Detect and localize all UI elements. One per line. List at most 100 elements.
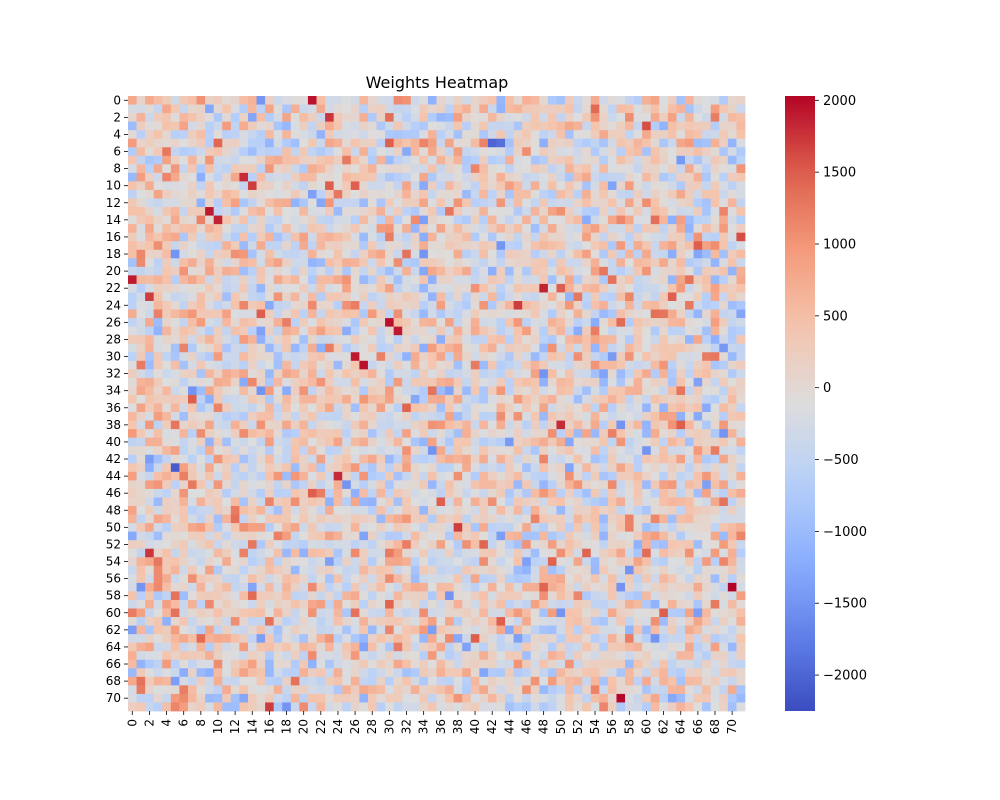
heatmap-cell <box>505 275 515 285</box>
heatmap-cell <box>222 181 232 191</box>
heatmap-cell <box>736 377 746 387</box>
heatmap-cell <box>565 96 575 105</box>
heatmap-cell <box>290 138 300 148</box>
heatmap-cell <box>282 326 292 336</box>
heatmap-cell <box>556 292 566 302</box>
heatmap-cell <box>556 548 566 558</box>
heatmap-cell <box>247 164 257 174</box>
heatmap-cell <box>205 514 215 524</box>
heatmap-cell <box>128 599 137 609</box>
heatmap-cell <box>282 625 292 635</box>
heatmap-cell <box>599 651 609 661</box>
heatmap-cell <box>222 488 232 498</box>
heatmap-cell <box>710 617 720 626</box>
heatmap-cell <box>222 429 232 439</box>
heatmap-cell <box>179 651 189 661</box>
heatmap-cell <box>367 113 377 123</box>
heatmap-cell <box>702 617 712 626</box>
heatmap-cell <box>136 514 146 524</box>
heatmap-cell <box>187 488 197 498</box>
heatmap-cell <box>299 121 309 131</box>
heatmap-cell <box>273 301 283 310</box>
heatmap-cell <box>633 181 643 191</box>
heatmap-cell <box>676 497 686 507</box>
heatmap-cell <box>556 480 566 490</box>
heatmap-cell <box>256 420 266 430</box>
heatmap-cell <box>513 224 523 234</box>
heatmap-cell <box>128 189 137 199</box>
heatmap-cell <box>667 394 677 404</box>
heatmap-cell <box>282 343 292 353</box>
heatmap-cell <box>547 138 557 148</box>
heatmap-cell <box>385 480 395 490</box>
heatmap-cell <box>462 275 472 285</box>
heatmap-cell <box>727 531 737 541</box>
heatmap-cell <box>282 275 292 285</box>
heatmap-cell <box>487 386 497 396</box>
heatmap-cell <box>128 506 137 515</box>
heatmap-cell <box>247 531 257 541</box>
heatmap-cell <box>556 318 566 328</box>
heatmap-cell <box>676 668 686 678</box>
heatmap-cell <box>316 386 326 396</box>
heatmap-cell <box>196 138 206 148</box>
heatmap-cell <box>676 463 686 473</box>
heatmap-cell <box>247 232 257 242</box>
heatmap-cell <box>179 454 189 464</box>
heatmap-cell <box>307 318 317 328</box>
heatmap-cell <box>479 634 489 644</box>
heatmap-cell <box>333 121 343 131</box>
heatmap-cell <box>736 326 746 336</box>
heatmap-cell <box>642 565 652 575</box>
heatmap-cell <box>256 582 266 592</box>
heatmap-cell <box>505 668 515 678</box>
heatmap-cell <box>342 548 352 558</box>
heatmap-cell <box>393 676 403 686</box>
heatmap-cell <box>736 207 746 216</box>
heatmap-cell <box>290 642 300 652</box>
heatmap-cell <box>350 548 360 558</box>
heatmap-cell <box>539 676 549 686</box>
heatmap-cell <box>702 599 712 609</box>
heatmap-cell <box>290 172 300 182</box>
heatmap-cell <box>547 651 557 661</box>
heatmap-cell <box>702 608 712 618</box>
heatmap-cell <box>685 215 694 225</box>
heatmap-cell <box>505 352 515 362</box>
heatmap-cell <box>359 574 369 584</box>
heatmap-cell <box>736 506 746 515</box>
heatmap-cell <box>145 232 155 242</box>
heatmap-cell <box>230 275 240 285</box>
heatmap-cell <box>145 172 155 182</box>
heatmap-cell <box>385 198 395 208</box>
heatmap-cell <box>539 480 549 490</box>
heatmap-cell <box>633 386 643 396</box>
heatmap-cell <box>427 130 437 140</box>
heatmap-cell <box>230 181 240 191</box>
heatmap-cell <box>573 215 583 225</box>
heatmap-cell <box>213 523 223 533</box>
heatmap-cell <box>265 241 275 251</box>
heatmap-cell <box>316 523 326 533</box>
heatmap-cell <box>736 172 746 182</box>
heatmap-cell <box>513 480 523 490</box>
heatmap-cell <box>419 377 429 387</box>
heatmap-cell <box>239 386 249 396</box>
heatmap-cell <box>642 394 652 404</box>
heatmap-cell <box>325 198 335 208</box>
heatmap-cell <box>445 241 455 251</box>
heatmap-cell <box>727 659 737 669</box>
heatmap-cell <box>487 608 497 618</box>
heatmap-cell <box>256 360 266 370</box>
heatmap-cell <box>556 326 566 336</box>
heatmap-cell <box>350 343 360 353</box>
heatmap-cell <box>522 420 532 430</box>
heatmap-cell <box>573 121 583 131</box>
heatmap-cell <box>333 668 343 678</box>
heatmap-cell <box>213 565 223 575</box>
heatmap-cell <box>427 258 437 268</box>
heatmap-cell <box>710 138 720 148</box>
heatmap-cell <box>487 326 497 336</box>
heatmap-cell <box>307 352 317 362</box>
heatmap-cell <box>719 506 729 515</box>
